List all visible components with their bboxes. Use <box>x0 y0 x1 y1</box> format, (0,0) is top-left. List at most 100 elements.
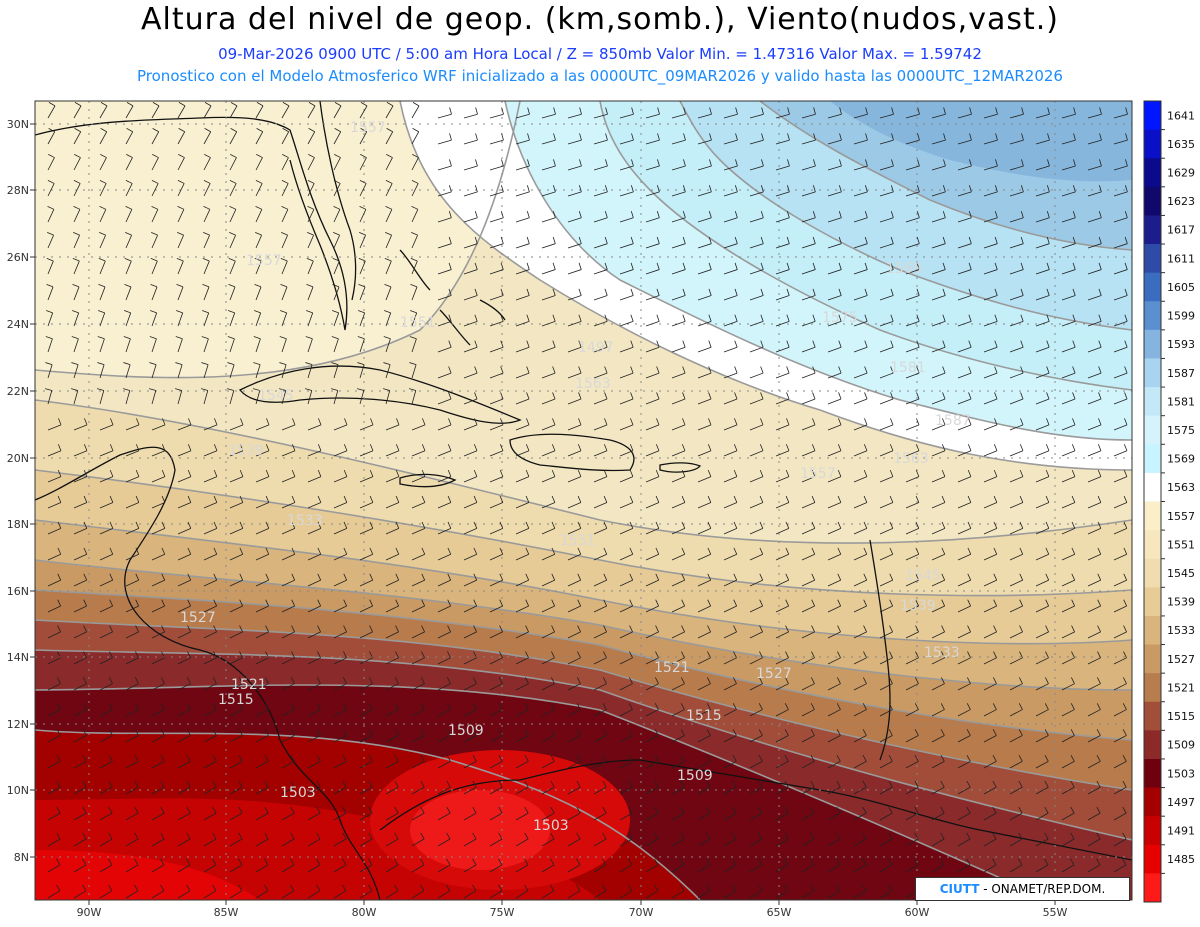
wind-barb-shaft <box>1009 528 1023 535</box>
wind-barb-flag <box>914 780 919 788</box>
wind-barb-shaft <box>385 157 393 171</box>
wind-barb-flag <box>1097 444 1102 451</box>
wind-barb-flag <box>265 547 270 555</box>
wind-barb-flag <box>212 780 217 788</box>
wind-barb-shaft <box>593 838 607 847</box>
wind-barb-flag <box>74 102 82 107</box>
wind-barb-shaft <box>385 312 392 327</box>
wind-barb-flag <box>733 469 738 477</box>
colorbar: 1641163516291623161716111605159915931587… <box>1143 100 1195 903</box>
wind-barb-flag <box>201 310 209 314</box>
wind-barb-flag <box>370 418 374 425</box>
wind-barb-flag <box>83 573 88 581</box>
wind-barb-flag <box>992 780 997 788</box>
wind-barb-flag <box>888 806 893 814</box>
wind-barb-shaft <box>801 657 815 665</box>
wind-barb-shaft <box>1009 579 1023 587</box>
wind-barb-flag <box>992 677 997 684</box>
wind-barb-flag <box>395 625 399 633</box>
wind-barb-shaft <box>203 209 211 223</box>
wind-barb-shaft <box>359 502 374 509</box>
wind-barb-shaft <box>177 709 191 717</box>
wind-barb-shaft <box>281 709 295 717</box>
wind-barb-flag <box>109 573 114 581</box>
wind-barb-shaft <box>1035 812 1049 821</box>
wind-barb-shaft <box>203 864 217 873</box>
wind-barb-shaft <box>515 709 529 717</box>
wind-barb-shaft <box>983 864 997 873</box>
wind-barb-flag <box>681 521 686 529</box>
wind-barb-shaft <box>411 605 425 613</box>
wind-barb-shaft <box>1061 139 1076 145</box>
wind-barb-shaft <box>749 346 764 353</box>
wind-barb-flag <box>942 392 946 400</box>
wind-barb-flag <box>785 495 790 503</box>
wind-barb-shaft <box>645 476 660 483</box>
wind-barb-shaft <box>931 812 945 821</box>
wind-barb-shaft <box>853 838 867 847</box>
wind-barb-shaft <box>255 105 264 119</box>
wind-barb-shaft <box>99 709 113 717</box>
contour-label: 1509 <box>677 768 713 784</box>
wind-barb-flag <box>499 495 504 503</box>
wind-barb-shaft <box>879 786 893 795</box>
wind-barb-shaft <box>411 502 426 509</box>
wind-barb-shaft <box>1087 346 1102 353</box>
wind-barb-shaft <box>99 579 113 587</box>
wind-barb-flag <box>227 336 235 340</box>
wind-barb-flag <box>1123 495 1128 503</box>
wind-barb-shaft <box>827 424 842 431</box>
wind-barb-flag <box>57 521 62 529</box>
wind-barb-shaft <box>957 191 972 197</box>
wind-barb-shaft <box>151 528 165 535</box>
wind-barb-shaft <box>749 579 763 587</box>
coastline <box>399 473 457 488</box>
wind-barb-flag <box>358 258 366 262</box>
wind-barb-flag <box>71 310 79 314</box>
wind-barb-flag <box>382 388 390 391</box>
wind-barb-flag <box>498 729 503 736</box>
wind-barb-flag <box>940 806 945 814</box>
wind-barb-shaft <box>177 260 184 275</box>
wind-barb-shaft <box>983 269 998 275</box>
wind-barb-flag <box>707 573 712 581</box>
wind-barb-flag <box>810 754 815 762</box>
wind-barb-shaft <box>281 209 289 223</box>
wind-barb-shaft <box>359 424 374 431</box>
wind-barb-shaft <box>645 786 659 795</box>
contour-line <box>35 684 1051 900</box>
wind-barb-flag <box>134 780 139 788</box>
wind-barb-shaft <box>983 165 998 171</box>
wind-barb-shaft <box>645 735 659 743</box>
contour-label: 1545 <box>258 388 294 404</box>
wind-barb-flag <box>525 599 530 607</box>
wind-barb-flag <box>759 573 764 581</box>
wind-barb-shaft <box>983 424 998 431</box>
wind-barb-shaft <box>281 838 295 847</box>
wind-barb-shaft <box>775 528 789 535</box>
wind-barb-shaft <box>47 502 62 509</box>
wind-barb-shaft <box>47 890 61 899</box>
wind-barb-shaft <box>255 631 269 639</box>
wind-barb-shaft <box>489 864 503 873</box>
wind-barb-shaft <box>1061 217 1076 223</box>
wind-barb-flag <box>655 573 660 581</box>
wind-barb-flag <box>526 392 530 400</box>
wind-barb-flag <box>682 340 686 348</box>
wind-barb-flag <box>732 677 737 684</box>
wind-barb-shaft <box>593 605 607 613</box>
colorbar-label: 1641 <box>1167 109 1195 122</box>
wind-barb-shaft <box>515 760 529 769</box>
wind-barb-shaft <box>307 157 315 171</box>
wind-barb-flag <box>394 858 399 866</box>
wind-barb-shaft <box>879 760 893 769</box>
wind-barb-shaft <box>73 683 87 691</box>
wind-barb-shaft <box>515 890 529 899</box>
wind-barb-shaft <box>515 217 530 223</box>
wind-barb-flag <box>837 469 842 477</box>
wind-barb-flag <box>187 495 192 503</box>
wind-barb-flag <box>333 232 340 236</box>
wind-barb-flag <box>316 729 321 736</box>
wind-barb-shaft <box>619 476 634 483</box>
wind-barb-shaft <box>359 260 366 275</box>
